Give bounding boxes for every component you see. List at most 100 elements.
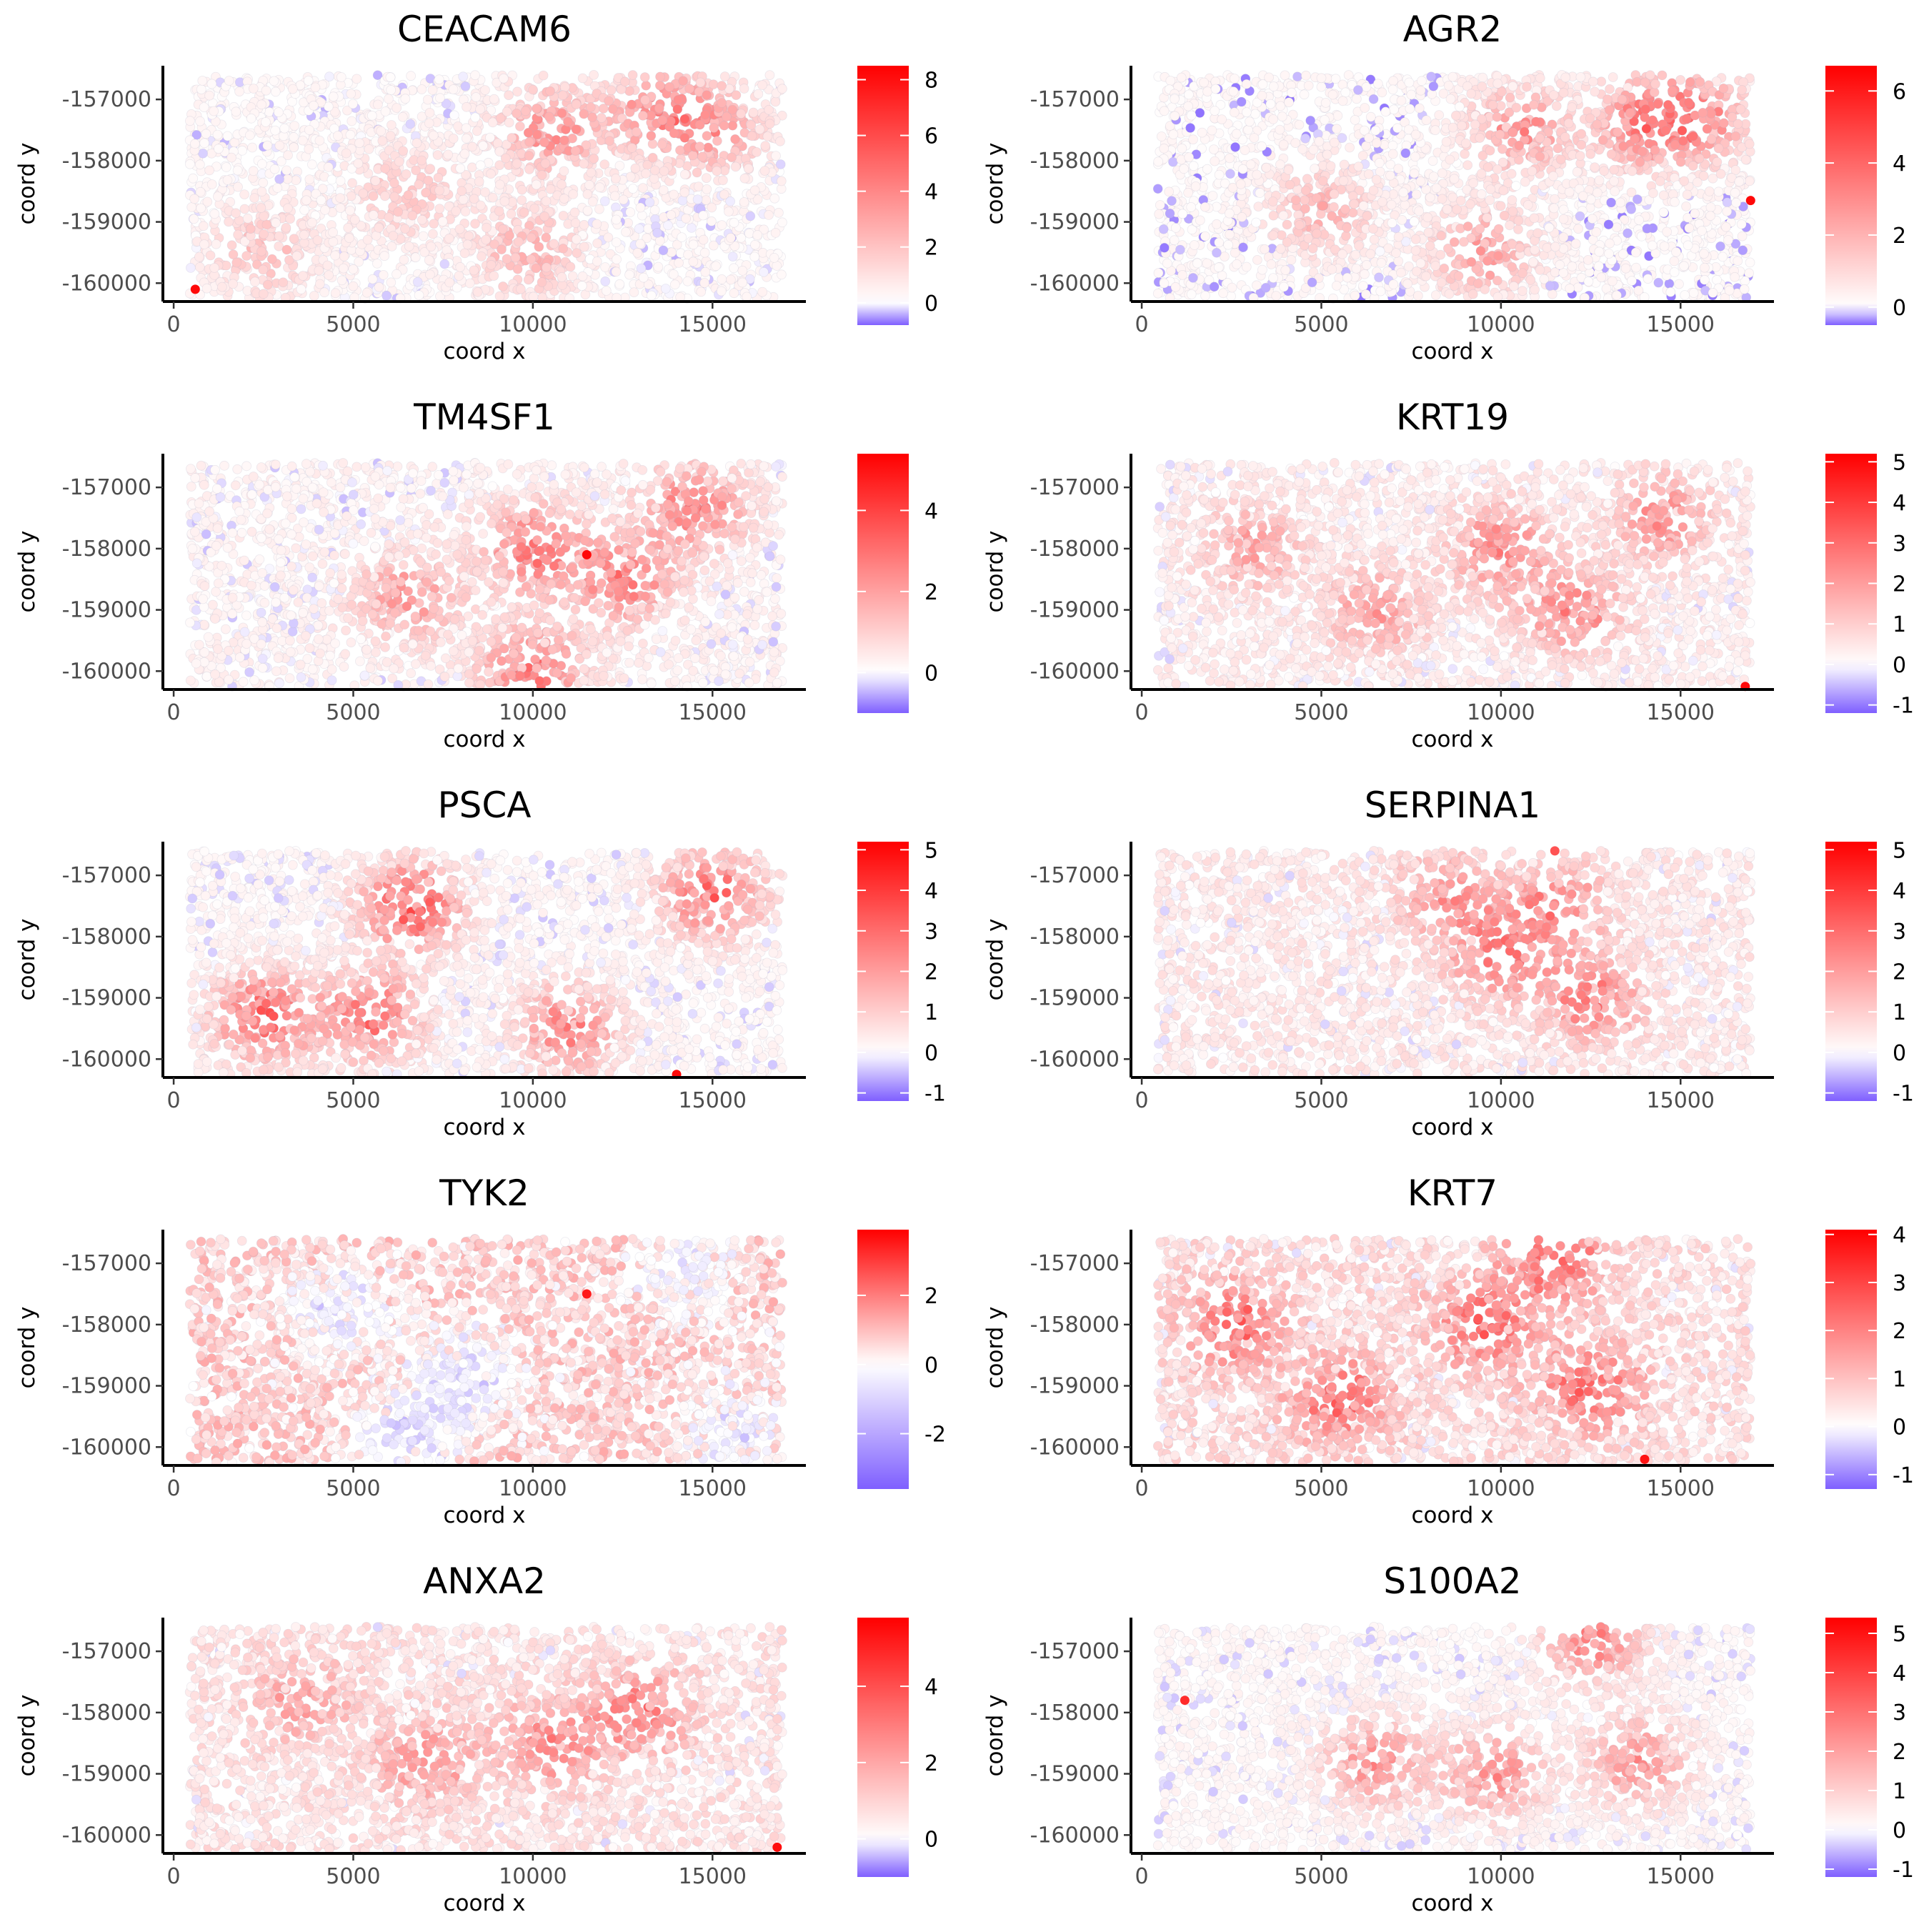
data-point [524, 275, 533, 284]
data-point [1219, 289, 1228, 298]
data-point [1240, 146, 1250, 155]
data-point [578, 74, 587, 83]
data-point [387, 121, 396, 130]
data-point [507, 134, 517, 143]
data-point [1719, 119, 1728, 128]
data-point [389, 179, 399, 188]
data-point [657, 140, 667, 149]
data-point [489, 94, 499, 104]
data-point [761, 141, 770, 151]
data-point [607, 86, 616, 95]
data-point [1242, 262, 1251, 272]
data-point [371, 176, 380, 186]
data-point [1613, 127, 1623, 136]
data-point [718, 176, 727, 185]
data-point [717, 287, 726, 296]
data-point [429, 219, 439, 229]
data-point [473, 287, 482, 297]
data-point [311, 83, 320, 92]
data-point [746, 211, 755, 221]
data-point [257, 187, 266, 196]
data-point [1685, 78, 1695, 87]
data-point [315, 136, 324, 145]
data-point [1695, 154, 1704, 163]
data-point [754, 89, 763, 99]
data-point [452, 206, 461, 216]
data-point [406, 119, 415, 129]
data-point [583, 206, 592, 215]
data-point [281, 223, 291, 232]
data-point [559, 136, 569, 145]
data-point [750, 186, 759, 195]
data-point [587, 168, 596, 177]
data-point [386, 73, 395, 82]
data-point [299, 230, 309, 239]
data-point [505, 231, 514, 240]
data-point [1610, 165, 1619, 174]
data-point [1388, 85, 1397, 94]
data-point [284, 151, 293, 160]
data-point [669, 129, 679, 138]
data-point [316, 196, 326, 205]
data-point [654, 104, 664, 113]
data-point [402, 169, 411, 179]
data-point [700, 279, 709, 288]
data-point [1668, 86, 1677, 96]
data-point [654, 262, 663, 272]
data-point [530, 204, 539, 213]
data-point [1716, 242, 1725, 251]
data-point [349, 99, 358, 109]
data-point [496, 114, 505, 123]
data-point [701, 110, 710, 119]
data-point [384, 94, 393, 104]
data-point [674, 258, 684, 267]
data-point [434, 173, 443, 182]
data-point [195, 262, 204, 272]
data-point [454, 272, 464, 281]
data-point [1200, 78, 1209, 87]
data-point [489, 272, 499, 281]
data-point [389, 231, 398, 241]
data-point [661, 284, 670, 294]
data-point [1713, 157, 1722, 166]
data-point [444, 150, 453, 159]
data-point [1514, 225, 1523, 234]
data-point [425, 270, 434, 279]
data-point [700, 248, 709, 257]
data-point [240, 204, 249, 214]
data-point [659, 166, 669, 176]
data-point [1230, 248, 1240, 257]
data-point [1505, 221, 1515, 230]
data-point [1157, 132, 1166, 141]
panel-agr2: AGR2050001000015000-157000-158000-159000… [982, 9, 1906, 364]
data-point [666, 116, 675, 126]
data-point [769, 253, 779, 262]
data-point [348, 179, 357, 188]
data-point [1628, 277, 1637, 286]
data-point [1257, 265, 1267, 274]
data-point [694, 182, 703, 191]
data-point [1633, 195, 1642, 204]
data-point [1405, 104, 1415, 114]
data-point [315, 279, 324, 289]
data-point [238, 146, 247, 155]
data-point [207, 79, 216, 89]
data-point [758, 81, 767, 90]
data-point [594, 204, 604, 214]
data-point [1410, 217, 1419, 226]
data-point [259, 178, 268, 187]
data-point [1460, 149, 1470, 159]
data-point [1597, 77, 1606, 86]
data-point [542, 196, 551, 206]
data-point [1237, 212, 1247, 221]
data-point [719, 121, 729, 130]
data-point [633, 248, 642, 257]
data-point [702, 184, 712, 194]
data-point [301, 196, 311, 205]
data-point [557, 109, 567, 118]
data-point [472, 93, 481, 102]
data-point [325, 72, 334, 81]
data-point [1485, 196, 1495, 205]
data-point [246, 224, 255, 234]
data-point [1282, 220, 1292, 229]
